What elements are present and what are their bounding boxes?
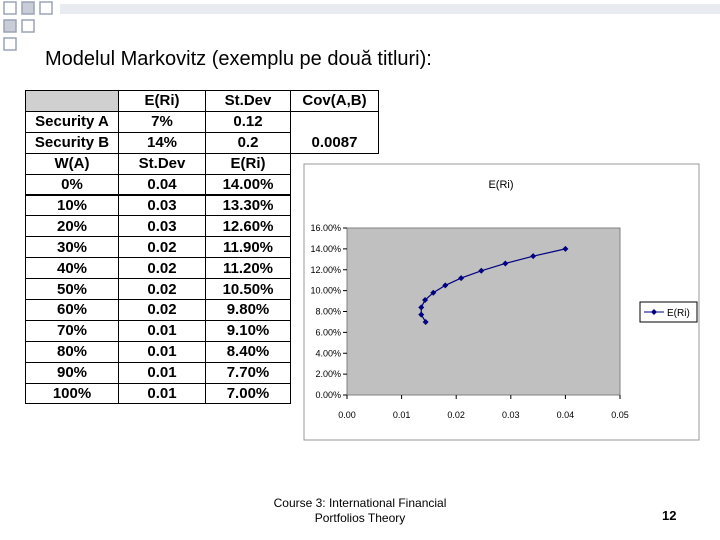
marker xyxy=(418,311,425,318)
legend-box xyxy=(639,301,698,323)
footer: Course 3: International Financial Portfo… xyxy=(250,496,470,526)
table-cell: 0.01 xyxy=(118,382,206,405)
x-tick-label: 0.00 xyxy=(338,410,356,420)
marker xyxy=(458,275,465,282)
table-cell: 11.90% xyxy=(205,236,291,259)
x-tick-label: 0.01 xyxy=(393,410,411,420)
table-cell: 0.01 xyxy=(118,319,206,342)
marker xyxy=(422,297,429,304)
table-cell: 0.2 xyxy=(205,131,291,154)
table-cell: 90% xyxy=(25,361,119,384)
table-cell: 0.03 xyxy=(118,194,206,217)
table-cell: Security B xyxy=(25,131,119,154)
table-cell: 30% xyxy=(25,236,119,259)
marker xyxy=(562,245,569,252)
table-cell: 11.20% xyxy=(205,257,291,280)
table-cell: 7.70% xyxy=(205,361,291,384)
table-cell: 13.30% xyxy=(205,194,291,217)
legend-marker xyxy=(651,309,657,315)
y-tick-label: 6.00% xyxy=(315,327,341,337)
table-cell: E(Ri) xyxy=(205,152,291,175)
y-tick-label: 16.00% xyxy=(310,223,341,233)
y-tick-label: 2.00% xyxy=(315,369,341,379)
table-cell: W(A) xyxy=(25,152,119,175)
table-cell: 40% xyxy=(25,257,119,280)
table-cell: 8.40% xyxy=(205,340,291,363)
table-cell: 80% xyxy=(25,340,119,363)
table-cell: 10% xyxy=(25,194,119,217)
chart-title: E(Ri) xyxy=(488,179,513,191)
marker xyxy=(530,253,537,260)
table-cell: 10.50% xyxy=(205,278,291,300)
page-number: 12 xyxy=(662,508,677,523)
table-cell: 0.02 xyxy=(118,236,206,259)
table-cell: 0.02 xyxy=(118,257,206,280)
marker xyxy=(422,318,429,325)
table-cell: 0.01 xyxy=(118,340,206,363)
x-tick-label: 0.05 xyxy=(611,410,629,420)
table-cell: 0.12 xyxy=(205,110,291,133)
table-cell: 70% xyxy=(25,319,119,342)
y-tick-label: 0.00% xyxy=(315,390,341,400)
table-cell: 0.02 xyxy=(118,278,206,300)
table-cell: 7% xyxy=(118,110,206,133)
table-cell xyxy=(290,110,379,133)
table-cell: 14% xyxy=(118,131,206,154)
table-cell: 50% xyxy=(25,278,119,300)
slide-title: Modelul Markovitz (exemplu pe două titlu… xyxy=(45,48,432,70)
x-tick-label: 0.02 xyxy=(447,410,465,420)
table-cell: 0.0087 xyxy=(290,131,379,154)
y-tick-label: 4.00% xyxy=(315,348,341,358)
table-cell: 7.00% xyxy=(205,382,291,405)
y-tick-label: 14.00% xyxy=(310,244,341,254)
marker xyxy=(430,289,437,296)
table-cell: 9.80% xyxy=(205,299,291,321)
table-cell: 0% xyxy=(25,173,119,196)
marker xyxy=(442,282,449,289)
table-cell: 9.10% xyxy=(205,319,291,342)
marker xyxy=(502,260,509,267)
table-cell: 20% xyxy=(25,215,119,238)
y-tick-label: 10.00% xyxy=(310,286,341,296)
table-cell: 14.00% xyxy=(205,173,291,196)
table-cell: 100% xyxy=(25,382,119,405)
table-cell: Cov(A,B) xyxy=(290,90,379,112)
plot-area xyxy=(346,227,621,396)
marker xyxy=(478,267,485,274)
legend-label: E(Ri) xyxy=(667,308,690,319)
table-cell: 0.03 xyxy=(118,215,206,238)
footer-line: Portfolios Theory xyxy=(314,511,406,525)
table-cell: Security A xyxy=(25,110,119,133)
x-tick-label: 0.03 xyxy=(502,410,520,420)
table-cell: 60% xyxy=(25,299,119,321)
table-cell: 0.04 xyxy=(118,173,206,196)
marker xyxy=(418,304,425,311)
table-cell: St.Dev xyxy=(205,90,291,112)
chart: E(Ri) 0.00% 2.00% 4.00% 6.00% 8.00% 10.00% 12.0… xyxy=(303,163,700,441)
x-tick-label: 0.04 xyxy=(557,410,575,420)
y-tick-label: 12.00% xyxy=(310,265,341,275)
table-cell: 0.02 xyxy=(118,299,206,321)
y-tick-label: 8.00% xyxy=(315,307,341,317)
footer-line: Course 3: International Financial xyxy=(273,496,447,510)
table-cell: St.Dev xyxy=(118,152,206,175)
table-cell: 0.01 xyxy=(118,361,206,384)
table-cell: 12.60% xyxy=(205,215,291,238)
table-cell xyxy=(25,90,119,112)
table-cell: E(Ri) xyxy=(118,90,206,112)
